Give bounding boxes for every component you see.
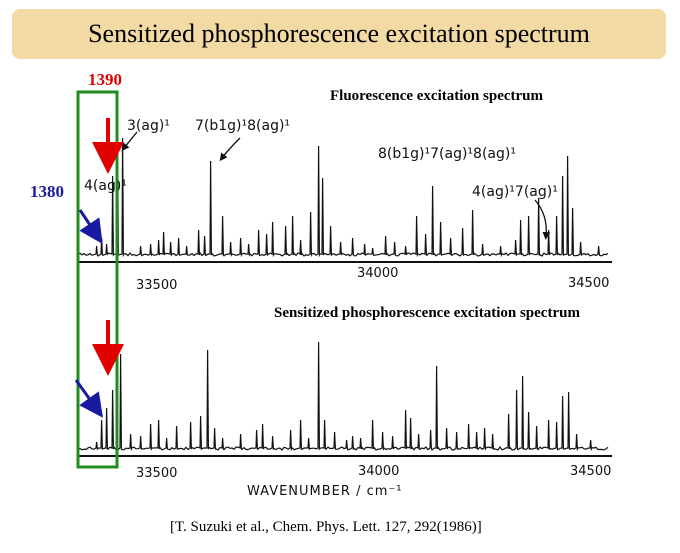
fluorescence-label: Fluorescence excitation spectrum [330,88,543,104]
annotation-4ag-7ag: 4(ag)¹7(ag)¹ [472,184,558,200]
annotation-3ag: 3(ag)¹ [127,118,170,134]
sensitized-label: Sensitized phosphorescence excitation sp… [274,305,580,321]
pointer-4ag-7ag [534,199,551,240]
annotation-7b1g-8ag: 7(b1g)¹8(ag)¹ [195,118,291,134]
phosphorescence-spectrum-trace [77,341,609,452]
pointer-3ag [121,131,138,152]
top-tick-34500: 34500 [568,276,610,291]
annotation-8b1g-7ag-8ag: 8(b1g)¹7(ag)¹8(ag)¹ [378,146,516,162]
bottom-tick-34000: 34000 [358,464,400,479]
top-tick-33500: 33500 [136,278,178,293]
x-axis-label: WAVENUMBER / cm⁻¹ [247,484,403,499]
title-banner: Sensitized phosphorescence excitation sp… [12,9,666,59]
slide-title: Sensitized phosphorescence excitation sp… [88,19,590,48]
highlight-box [76,90,119,469]
citation: [T. Suzuki et al., Chem. Phys. Lett. 127… [170,519,482,535]
bottom-tick-34500: 34500 [570,464,612,479]
pointer-7b1g-8ag [219,137,241,162]
label-1380: 1380 [30,182,64,201]
top-tick-34000: 34000 [357,266,399,281]
fluorescence-spectrum-trace [77,137,609,258]
blue-arrow-bottom [74,379,103,418]
blue-arrow-top [78,209,103,244]
label-1390: 1390 [88,70,122,89]
bottom-tick-33500: 33500 [136,466,178,481]
